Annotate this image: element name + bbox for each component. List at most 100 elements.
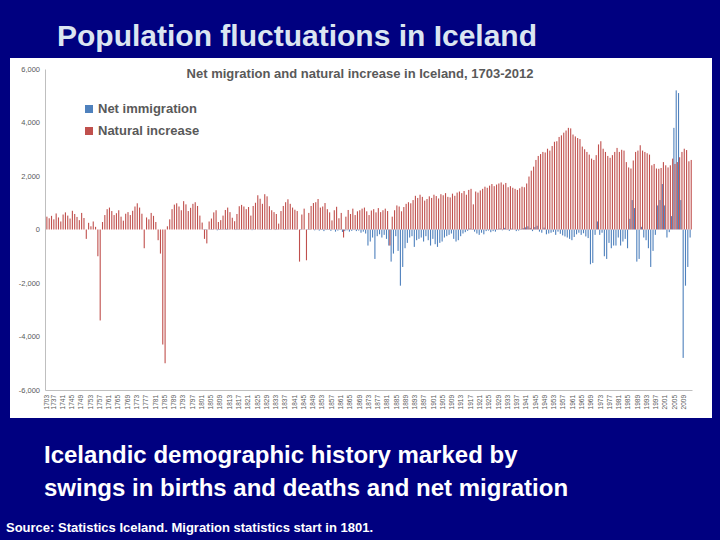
bar [571,230,572,241]
x-tick-label: 1757 [96,395,103,410]
bar [345,217,346,230]
bar [206,230,207,244]
x-tick-label: 1889 [402,395,409,410]
bar [334,210,335,229]
bar [618,230,619,238]
bar [248,207,249,229]
bar [146,217,147,229]
bar [365,230,366,234]
x-tick: 1877 [374,390,381,409]
bar [453,230,454,239]
x-tick-label: 1973 [597,395,604,410]
bar [178,206,179,229]
bar [568,128,569,230]
bar [195,202,196,229]
bar [567,230,568,238]
bar [207,229,208,230]
bar [280,211,281,229]
bar [217,229,218,231]
bar [158,230,159,241]
bar [633,160,634,229]
slide-canvas: Population fluctuations in IcelandNet mi… [0,0,720,540]
bar [139,208,140,230]
x-tick: 1873 [365,390,372,409]
bar [647,153,648,229]
bar [256,229,257,230]
bar [229,212,230,229]
x-tick: 1833 [272,390,279,409]
bar [672,159,673,230]
bar [659,200,660,229]
x-tick: 1849 [309,390,316,409]
bar [465,230,466,233]
bar [673,128,674,230]
x-tick-label: 1777 [142,395,149,410]
x-tick-label: 1981 [615,395,622,410]
bar [502,229,503,231]
x-tick: 2009 [680,390,687,409]
x-tick-label: 1737 [50,395,57,410]
bar [328,229,329,230]
bar [247,229,248,230]
bar [555,230,556,235]
bar [506,229,507,231]
bar [290,204,291,230]
bar [249,229,250,230]
bar [491,184,492,229]
bar [526,183,527,229]
bar [469,228,470,229]
bar [669,230,670,233]
bar [564,230,565,237]
y-tick: -4,000 [19,332,45,341]
bar [599,230,600,235]
bar [382,210,383,229]
x-tick-label: 1969 [587,395,594,410]
bar [521,187,522,230]
bar [323,230,324,232]
bar [431,198,432,230]
bar [307,229,308,230]
x-tick-label: 1993 [643,395,650,410]
x-tick-label: 1745 [68,395,75,410]
bar [557,230,558,232]
bar [344,230,345,232]
bar [65,212,66,229]
x-tick: 1703 [43,390,50,409]
bar [60,221,61,229]
bar [363,230,364,232]
x-tick-label: 1945 [532,395,539,410]
bar [284,228,285,230]
x-tick-label: 1965 [578,395,585,410]
bar [525,227,526,229]
bar [641,227,642,230]
bar [651,165,652,229]
bar [559,137,560,230]
bar [197,206,198,230]
bar [528,177,529,230]
bar [268,229,269,230]
bar [213,212,214,229]
bar [167,226,168,229]
bar [83,218,84,230]
x-tick-label: 1841 [291,395,298,410]
x-tick: 1753 [87,390,94,409]
bar [570,128,571,229]
x-tick: 1853 [318,390,325,409]
bar [539,230,540,232]
bar [384,230,385,235]
bar [210,229,211,230]
bar [176,203,177,229]
bar [399,206,400,229]
bar [505,183,506,230]
x-tick-label: 1921 [476,395,483,410]
bar [444,230,445,238]
x-tick: 1845 [300,390,307,409]
bar [627,230,628,249]
bar [680,200,681,229]
bar [553,230,554,232]
bar [500,228,501,229]
bar [600,141,601,229]
y-tick: 4,000 [21,118,45,127]
bar [576,230,577,235]
bar [261,229,262,230]
